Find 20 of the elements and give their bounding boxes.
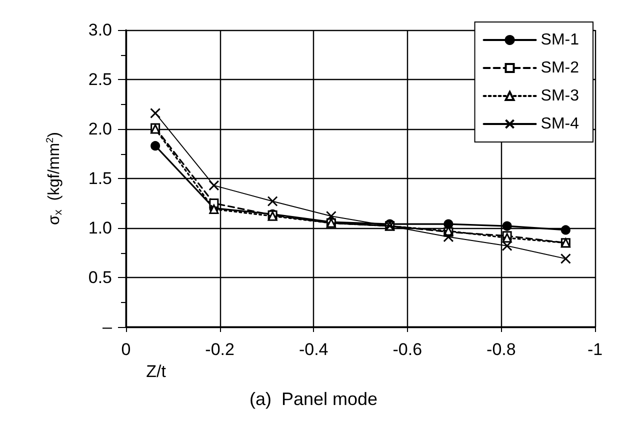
legend-label: SM-3: [540, 88, 580, 104]
y-tick-label: 0.5: [88, 268, 112, 287]
text: (a) Panel mode: [249, 389, 378, 409]
x-tick-label: -0.4: [298, 340, 328, 359]
legend-label: SM-1: [540, 32, 580, 48]
y-axis-title: σx (kgf/mm2): [45, 132, 64, 225]
y-tick-label: 1.5: [88, 169, 112, 188]
x-tick-label: -0.2: [205, 340, 234, 359]
y-tick-label: –: [102, 318, 113, 336]
y-tick-label: 2.0: [88, 120, 112, 138]
x-tick-label: -0.6: [392, 340, 422, 359]
legend-label: SM-2: [540, 60, 580, 76]
y-tick-label: 2.5: [88, 70, 112, 89]
x-axis-title: Z/t: [146, 362, 166, 381]
x-tick-label: 0: [121, 340, 131, 359]
y-tick-label: 3.0: [88, 20, 112, 40]
x-tick-label: -0.8: [486, 340, 516, 359]
x-tick-label: -1: [587, 340, 603, 359]
y-tick-label: 1.0: [88, 218, 112, 238]
legend-label: SM-4: [540, 116, 580, 132]
